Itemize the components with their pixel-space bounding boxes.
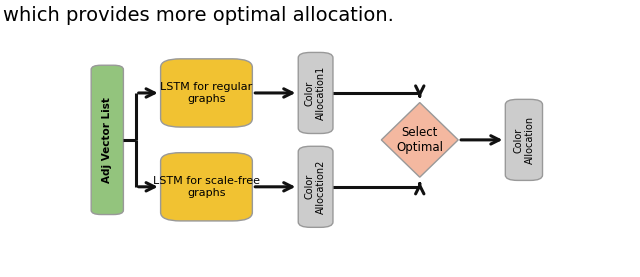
Text: LSTM for regular
graphs: LSTM for regular graphs bbox=[161, 82, 253, 104]
FancyBboxPatch shape bbox=[161, 59, 252, 127]
FancyBboxPatch shape bbox=[298, 146, 333, 227]
Text: Adj Vector List: Adj Vector List bbox=[102, 97, 112, 183]
Text: LSTM for scale-free
graphs: LSTM for scale-free graphs bbox=[153, 176, 260, 198]
FancyBboxPatch shape bbox=[161, 153, 252, 221]
FancyBboxPatch shape bbox=[91, 65, 124, 214]
Polygon shape bbox=[381, 102, 458, 177]
Text: Color
Allocation1: Color Allocation1 bbox=[305, 66, 326, 120]
FancyBboxPatch shape bbox=[298, 52, 333, 134]
FancyBboxPatch shape bbox=[506, 99, 543, 180]
Text: Select
Optimal: Select Optimal bbox=[396, 126, 444, 154]
Text: which provides more optimal allocation.: which provides more optimal allocation. bbox=[3, 6, 394, 25]
Text: Color
Allocation2: Color Allocation2 bbox=[305, 160, 326, 214]
Text: Color
Allocation: Color Allocation bbox=[513, 116, 535, 164]
